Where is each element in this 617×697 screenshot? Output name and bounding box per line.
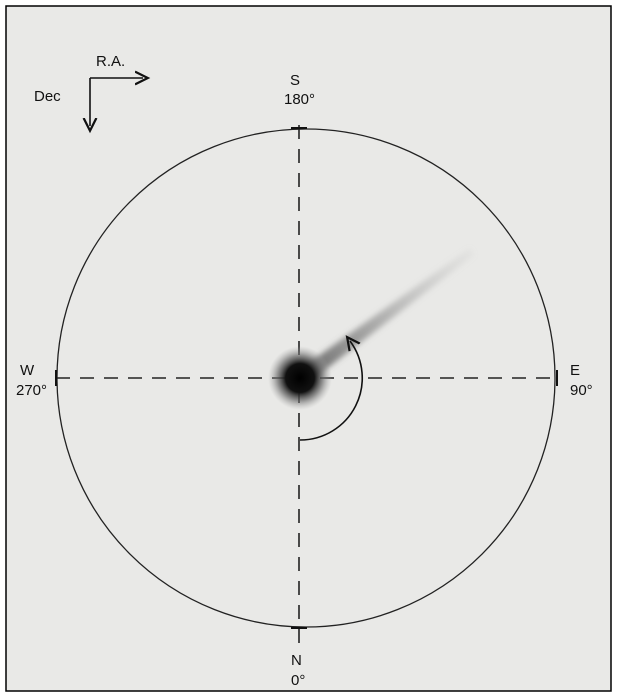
east-label: E — [570, 362, 580, 379]
comet-nucleus — [268, 346, 332, 410]
dec-label: Dec — [34, 88, 61, 105]
south-label: S — [290, 72, 300, 89]
west-label: W — [20, 362, 35, 379]
east-angle: 90° — [570, 382, 593, 399]
position-angle-arc — [299, 341, 364, 441]
north-angle: 0° — [291, 672, 305, 689]
north-label: N — [291, 652, 302, 669]
south-angle: 180° — [284, 91, 315, 108]
compass — [90, 78, 143, 126]
comet-tail — [296, 248, 474, 386]
ra-label: R.A. — [96, 53, 125, 70]
edge-ticks — [55, 127, 558, 629]
west-angle: 270° — [16, 382, 47, 399]
